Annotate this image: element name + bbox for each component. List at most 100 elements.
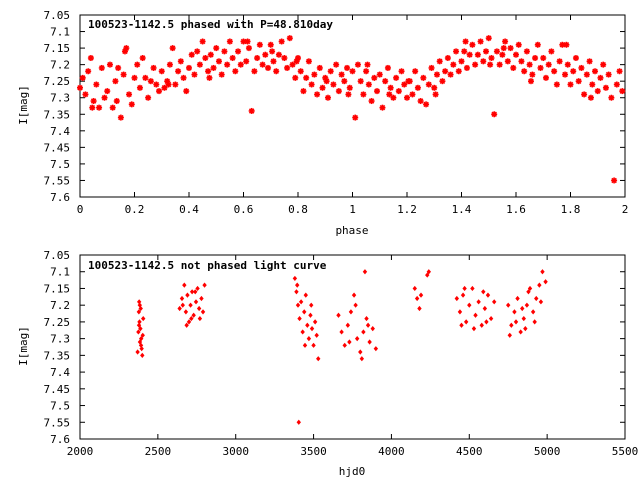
data-point	[224, 61, 231, 68]
data-point	[405, 78, 412, 85]
data-point-stroke	[496, 61, 503, 68]
data-point	[578, 64, 585, 71]
data-point	[185, 292, 190, 298]
y-axis-label: I[mag]	[17, 326, 30, 366]
data-point-stroke	[360, 91, 367, 98]
data-point	[485, 292, 491, 298]
data-point	[444, 55, 451, 62]
data-point-stroke	[330, 81, 337, 88]
data-point-stroke	[327, 68, 334, 75]
raw-light-curve-plot: 2000 2500 3000 3500 4000 4500 5000 5500 7.05 7.1 7…	[17, 249, 638, 478]
data-points	[135, 269, 548, 425]
data-point	[526, 61, 533, 68]
y-tick-label: 7.4	[50, 125, 70, 138]
data-point-stroke	[269, 48, 275, 55]
data-point	[243, 58, 250, 65]
data-point	[189, 315, 194, 322]
data-point	[140, 332, 145, 338]
x-tick-label: 4000	[378, 445, 405, 458]
data-point-stroke	[469, 42, 476, 48]
data-point-stroke	[227, 38, 233, 45]
data-point-stroke	[366, 81, 372, 88]
data-point	[538, 299, 544, 305]
data-point-stroke	[186, 65, 192, 71]
data-point-stroke	[114, 98, 120, 104]
data-point-stroke	[431, 85, 438, 91]
data-point	[420, 74, 427, 81]
data-point	[199, 38, 206, 45]
data-point	[463, 319, 469, 325]
data-point	[483, 48, 490, 55]
data-point	[390, 94, 397, 101]
data-point	[336, 312, 341, 318]
data-point	[534, 41, 541, 48]
data-point	[450, 61, 457, 68]
data-point	[207, 51, 214, 58]
data-point	[586, 58, 593, 65]
data-point	[453, 48, 460, 55]
data-point	[583, 71, 590, 78]
data-point	[425, 81, 432, 88]
data-point-stroke	[385, 65, 391, 71]
data-point	[461, 48, 468, 55]
data-point-stroke	[364, 61, 371, 68]
data-point	[619, 88, 626, 95]
data-point	[345, 322, 351, 328]
data-point	[311, 71, 318, 78]
data-point	[572, 55, 579, 62]
data-point-stroke	[224, 61, 230, 68]
data-point	[540, 55, 547, 62]
data-point-stroke	[197, 61, 203, 68]
data-point	[139, 55, 146, 62]
data-point	[365, 81, 372, 88]
data-point	[142, 74, 149, 81]
data-point	[323, 78, 330, 85]
y-tick-label: 7.35	[44, 108, 71, 121]
data-point	[373, 346, 379, 352]
data-point	[362, 269, 368, 275]
data-point-stroke	[273, 68, 279, 75]
data-point-stroke	[137, 85, 143, 91]
data-point	[526, 289, 531, 295]
x-tick-label: 5500	[612, 445, 639, 458]
data-point-stroke	[405, 78, 412, 84]
chart-title: 100523-1142.5 not phased light curve	[88, 259, 327, 272]
data-point	[482, 305, 488, 312]
data-point-stroke	[556, 58, 563, 65]
data-point	[404, 94, 410, 101]
data-point	[177, 58, 184, 65]
data-point	[520, 305, 525, 312]
data-point	[297, 68, 304, 75]
data-point	[345, 91, 352, 98]
data-point	[553, 81, 560, 88]
data-point-stroke	[393, 75, 399, 81]
data-point	[284, 64, 291, 71]
phased-light-curve-plot: 0 0.2 0.4 0.6 0.8 1 1.2 1.4 1.6 1.8 2 7.05 7.1 7.15 7.…	[17, 9, 628, 237]
data-point	[312, 319, 318, 325]
data-point	[509, 322, 514, 328]
data-point-stroke	[254, 55, 260, 61]
y-axis-label: I[mag]	[17, 85, 30, 125]
data-point-stroke	[616, 68, 623, 75]
data-point	[361, 329, 366, 335]
data-point-stroke	[148, 78, 154, 84]
data-point	[259, 61, 266, 68]
data-point-stroke	[319, 85, 326, 91]
data-point	[145, 94, 152, 101]
data-point	[513, 319, 519, 325]
data-point	[370, 326, 375, 332]
data-point-stroke	[379, 104, 386, 111]
data-point-stroke	[521, 68, 527, 75]
data-point-stroke	[524, 48, 530, 55]
data-point-stroke	[243, 58, 249, 65]
data-point	[324, 94, 331, 101]
data-point-stroke	[500, 45, 507, 51]
data-point	[199, 295, 204, 302]
data-point	[182, 282, 187, 288]
data-point-stroke	[244, 38, 251, 45]
data-point	[466, 51, 473, 58]
data-point	[104, 88, 111, 95]
data-point-stroke	[175, 68, 181, 75]
y-tick-label: 7.1	[50, 26, 70, 39]
